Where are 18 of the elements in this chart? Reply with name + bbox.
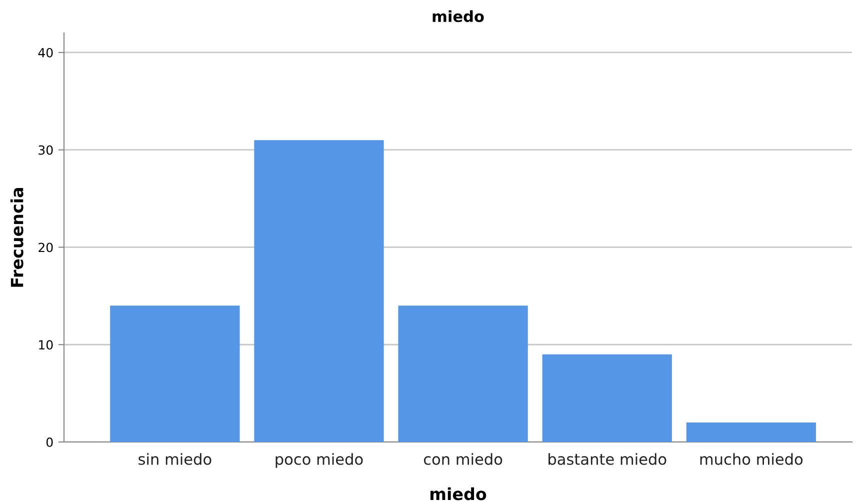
x-axis-title: miedo [430, 487, 486, 500]
chart-title: miedo [432, 10, 484, 22]
y-tick-label: 40 [38, 48, 53, 58]
bar [686, 422, 816, 442]
y-tick-label: 30 [38, 145, 53, 155]
bar [254, 140, 384, 442]
x-tick-label: con miedo [424, 453, 502, 465]
y-axis-title: Frecuencia [10, 188, 24, 287]
bar [398, 306, 528, 442]
y-tick-label: 10 [39, 340, 53, 350]
x-tick-label: sin miedo [138, 453, 212, 465]
y-tick-label: 20 [38, 242, 53, 252]
x-tick-label: poco miedo [276, 453, 363, 468]
x-tick-label: bastante miedo [548, 453, 666, 465]
bar [542, 354, 672, 442]
y-tick-label: 0 [46, 437, 53, 447]
bar [110, 306, 240, 442]
x-tick-label: mucho miedo [700, 453, 803, 465]
